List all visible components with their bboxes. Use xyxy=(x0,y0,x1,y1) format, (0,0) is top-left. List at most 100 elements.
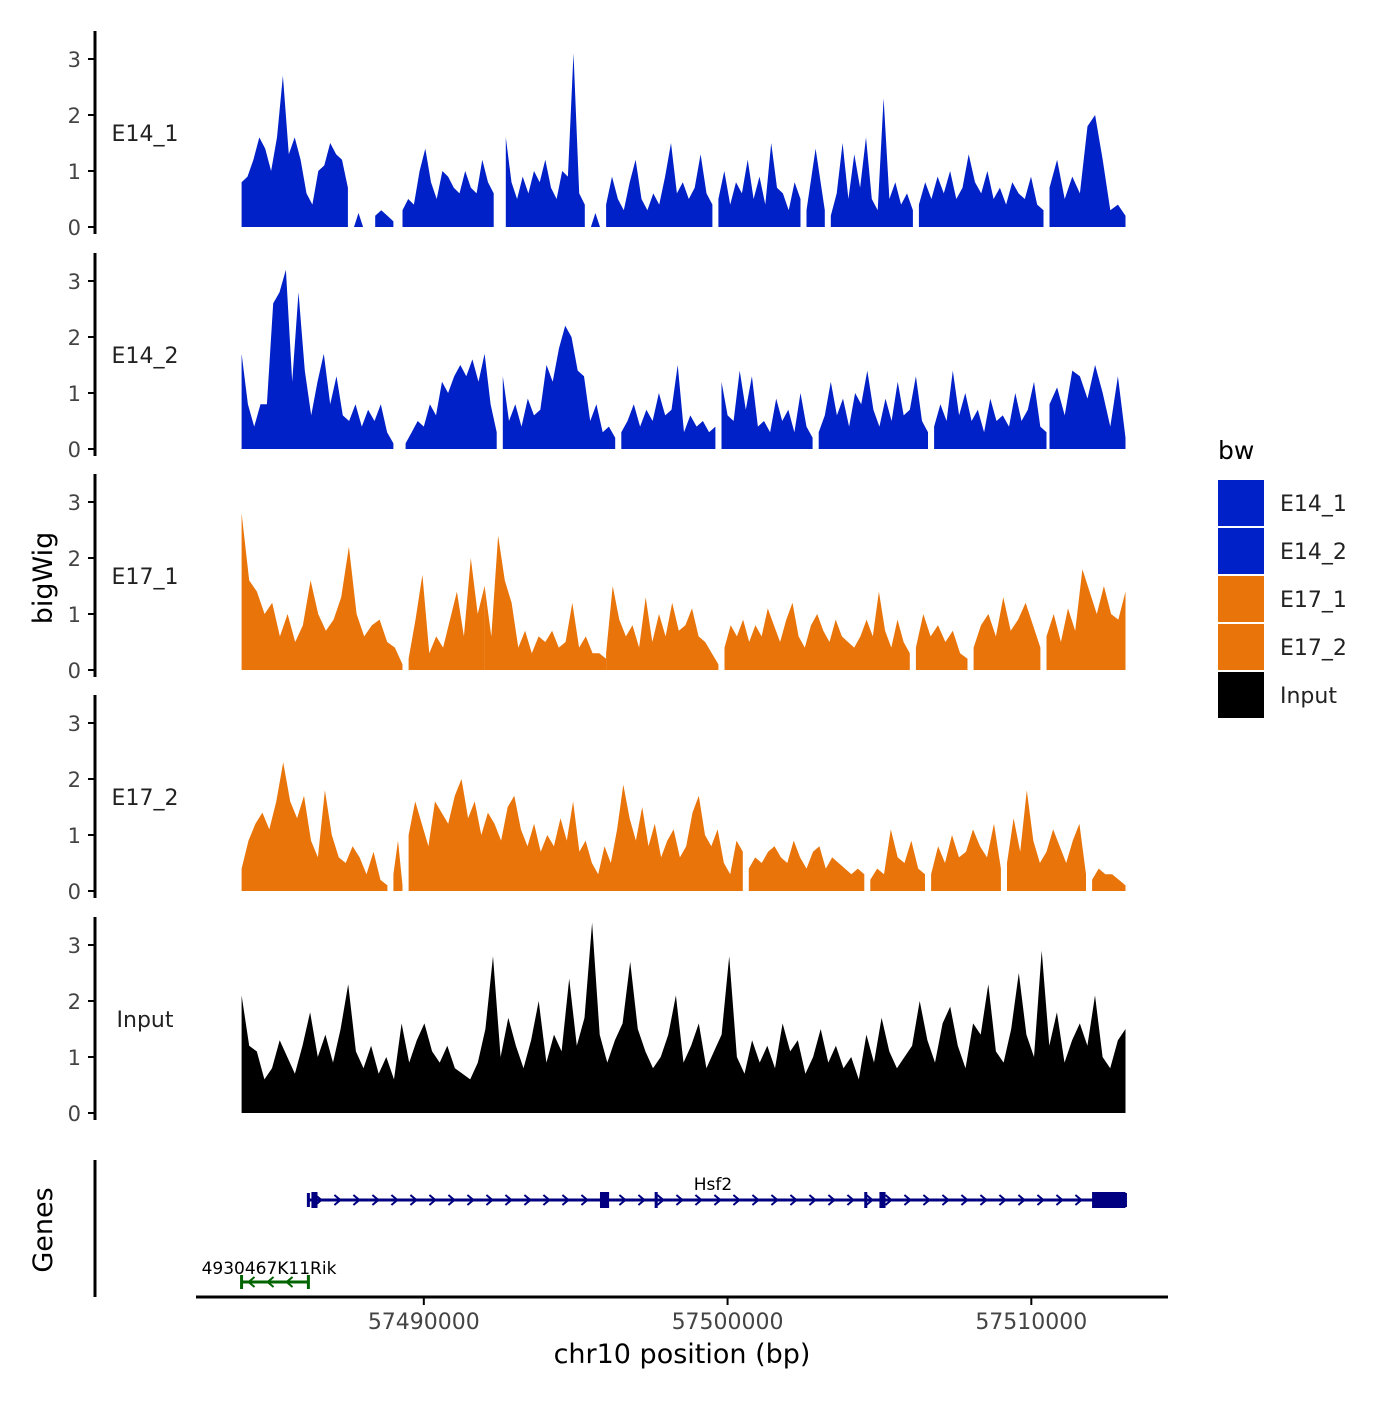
y-tick-label: 2 xyxy=(68,547,81,571)
y-axis-title: bigWig xyxy=(28,532,59,625)
area-segment-E17_2 xyxy=(748,840,865,891)
area-segment-E17_1 xyxy=(484,535,607,670)
area-segment-E17_2 xyxy=(560,784,743,891)
track-label: Input xyxy=(117,1008,174,1033)
y-tick-label: 3 xyxy=(68,491,81,515)
track-label: E14_2 xyxy=(112,344,179,369)
strand-arrow xyxy=(770,1194,779,1206)
strand-arrow xyxy=(352,1194,361,1206)
area-segment-E14_1 xyxy=(806,148,825,227)
y-tick-label: 3 xyxy=(68,712,81,736)
legend-title: bw xyxy=(1218,436,1254,465)
y-tick-label: 0 xyxy=(68,438,81,462)
area-segment-E17_2 xyxy=(393,840,403,891)
track-E17_1: 0 1 2 3 E17_1 xyxy=(68,474,1126,683)
legend-swatch-E17_2 xyxy=(1218,624,1264,670)
strand-arrow xyxy=(960,1194,969,1206)
area-segment-E14_2 xyxy=(502,325,616,449)
y-tick-label: 3 xyxy=(68,270,81,294)
strand-arrow xyxy=(884,1194,893,1206)
area-segment-E14_1 xyxy=(1049,115,1126,227)
y-tick-label: 1 xyxy=(68,382,81,406)
strand-arrow xyxy=(675,1194,684,1206)
strand-arrow xyxy=(789,1194,798,1206)
area-segment-E17_2 xyxy=(408,779,561,891)
strand-arrow xyxy=(1055,1194,1064,1206)
exon-block xyxy=(1092,1192,1126,1208)
strand-arrow xyxy=(637,1194,646,1206)
strand-arrow xyxy=(561,1194,570,1206)
x-tick-label: 57500000 xyxy=(672,1310,784,1335)
exon-block xyxy=(654,1192,658,1208)
strand-arrow xyxy=(827,1194,836,1206)
strand-arrow xyxy=(713,1194,722,1206)
gene-label: Hsf2 xyxy=(694,1175,732,1195)
genes-track: Hsf2 4930467K11Rik xyxy=(93,1160,1127,1297)
x-tick-label: 57490000 xyxy=(368,1310,480,1335)
area-segment-E14_1 xyxy=(830,98,913,227)
strand-arrow xyxy=(922,1194,931,1206)
track-Input: 0 1 2 3 Input xyxy=(68,917,1126,1126)
legend-swatch-E14_1 xyxy=(1218,480,1264,526)
area-segment-E14_2 xyxy=(934,370,1047,449)
legend-label: Input xyxy=(1280,684,1337,709)
y-tick-label: 2 xyxy=(68,768,81,792)
y-tick-label: 0 xyxy=(68,216,81,240)
area-segment-E17_2 xyxy=(870,829,925,891)
strand-arrow xyxy=(751,1194,760,1206)
y-tick-label: 3 xyxy=(68,48,81,72)
area-segment-E17_1 xyxy=(1046,569,1126,670)
gene-label: 4930467K11Rik xyxy=(202,1259,337,1279)
gene-4930467K11Rik: 4930467K11Rik xyxy=(202,1259,337,1289)
legend: bw E14_1 E14_2 E17_1 E17_2 Input xyxy=(1218,436,1347,718)
area-segment-E14_2 xyxy=(241,269,394,449)
y-tick-label: 0 xyxy=(68,880,81,904)
strand-arrow xyxy=(732,1194,741,1206)
y-tick-label: 2 xyxy=(68,990,81,1014)
area-segment-E14_1 xyxy=(590,213,600,227)
strand-arrow xyxy=(846,1194,855,1206)
strand-arrow xyxy=(808,1194,817,1206)
tracks-group: 0 1 2 3 E14_1 0 1 2 3 E14_2 0 1 2 3 E17_1 0 1 2 3 E17_2 0 1 2 3… xyxy=(68,31,1126,1126)
track-E17_2: 0 1 2 3 E17_2 xyxy=(68,695,1126,904)
y-tick-label: 2 xyxy=(68,326,81,350)
y-tick-label: 0 xyxy=(68,1102,81,1126)
legend-label: E14_1 xyxy=(1280,492,1347,517)
area-segment-E17_1 xyxy=(241,513,403,670)
area-segment-E17_1 xyxy=(724,591,910,670)
area-segment-E14_1 xyxy=(375,210,394,227)
strand-arrow xyxy=(1036,1194,1045,1206)
track-label: E17_1 xyxy=(112,565,179,590)
exon-block xyxy=(599,1192,610,1208)
y-tick-label: 1 xyxy=(68,1046,81,1070)
y-tick-label: 1 xyxy=(68,160,81,184)
area-segment-E14_1 xyxy=(402,148,494,227)
area-segment-E17_2 xyxy=(931,823,1001,891)
legend-label: E17_2 xyxy=(1280,636,1347,661)
strand-arrow xyxy=(504,1194,513,1206)
exon-block xyxy=(879,1192,886,1208)
strand-arrow xyxy=(1074,1194,1083,1206)
genes-axis-title: Genes xyxy=(28,1187,59,1272)
area-segment-E14_1 xyxy=(354,213,364,227)
strand-arrow xyxy=(266,1276,275,1288)
area-segment-E17_1 xyxy=(915,614,968,670)
strand-arrow xyxy=(285,1276,294,1288)
strand-arrow xyxy=(523,1194,532,1206)
strand-arrow xyxy=(428,1194,437,1206)
strand-arrow xyxy=(485,1194,494,1206)
legend-label: E17_1 xyxy=(1280,588,1347,613)
strand-arrow xyxy=(542,1194,551,1206)
y-tick-label: 1 xyxy=(68,603,81,627)
y-tick-label: 2 xyxy=(68,104,81,128)
area-segment-Input xyxy=(241,922,1126,1113)
area-segment-E14_2 xyxy=(818,370,928,449)
strand-arrow xyxy=(333,1194,342,1206)
area-segment-E14_1 xyxy=(505,53,585,228)
legend-swatch-Input xyxy=(1218,672,1264,718)
area-segment-E14_2 xyxy=(721,370,813,449)
legend-swatch-E17_1 xyxy=(1218,576,1264,622)
strand-arrow xyxy=(998,1194,1007,1206)
